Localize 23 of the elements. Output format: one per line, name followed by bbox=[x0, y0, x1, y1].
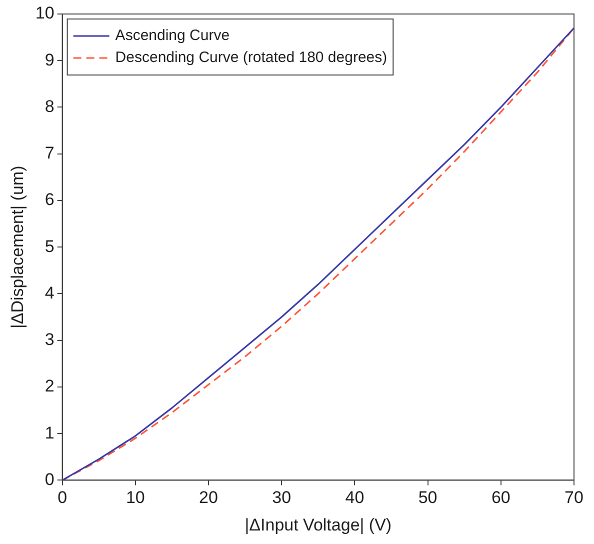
x-tick-label: 70 bbox=[564, 488, 584, 508]
x-tick-label: 40 bbox=[345, 488, 364, 508]
y-tick-label: 4 bbox=[44, 283, 54, 302]
y-tick-label: 7 bbox=[44, 144, 54, 163]
x-tick-label: 10 bbox=[126, 488, 145, 508]
x-axis-title: |ΔInput Voltage| (V) bbox=[244, 515, 392, 534]
x-tick-label: 20 bbox=[199, 488, 218, 508]
y-tick-label: 5 bbox=[44, 236, 54, 256]
y-tick-label: 1 bbox=[44, 423, 54, 442]
y-tick-label: 0 bbox=[44, 470, 54, 489]
x-tick-label: 30 bbox=[272, 488, 292, 508]
legend-label: Descending Curve (rotated 180 degrees) bbox=[115, 49, 388, 66]
x-tick-label: 60 bbox=[491, 488, 510, 508]
y-tick-label: 6 bbox=[44, 190, 54, 210]
y-tick-label: 2 bbox=[44, 376, 54, 396]
x-tick-label: 0 bbox=[58, 488, 68, 508]
x-tick-label: 50 bbox=[418, 488, 438, 508]
y-tick-label: 9 bbox=[44, 50, 54, 70]
y-tick-label: 8 bbox=[44, 96, 54, 116]
y-tick-label: 3 bbox=[44, 330, 54, 350]
y-tick-label: 10 bbox=[35, 4, 54, 23]
legend-label: Ascending Curve bbox=[115, 27, 230, 44]
y-axis-title: |ΔDisplacement| (um) bbox=[8, 166, 27, 329]
